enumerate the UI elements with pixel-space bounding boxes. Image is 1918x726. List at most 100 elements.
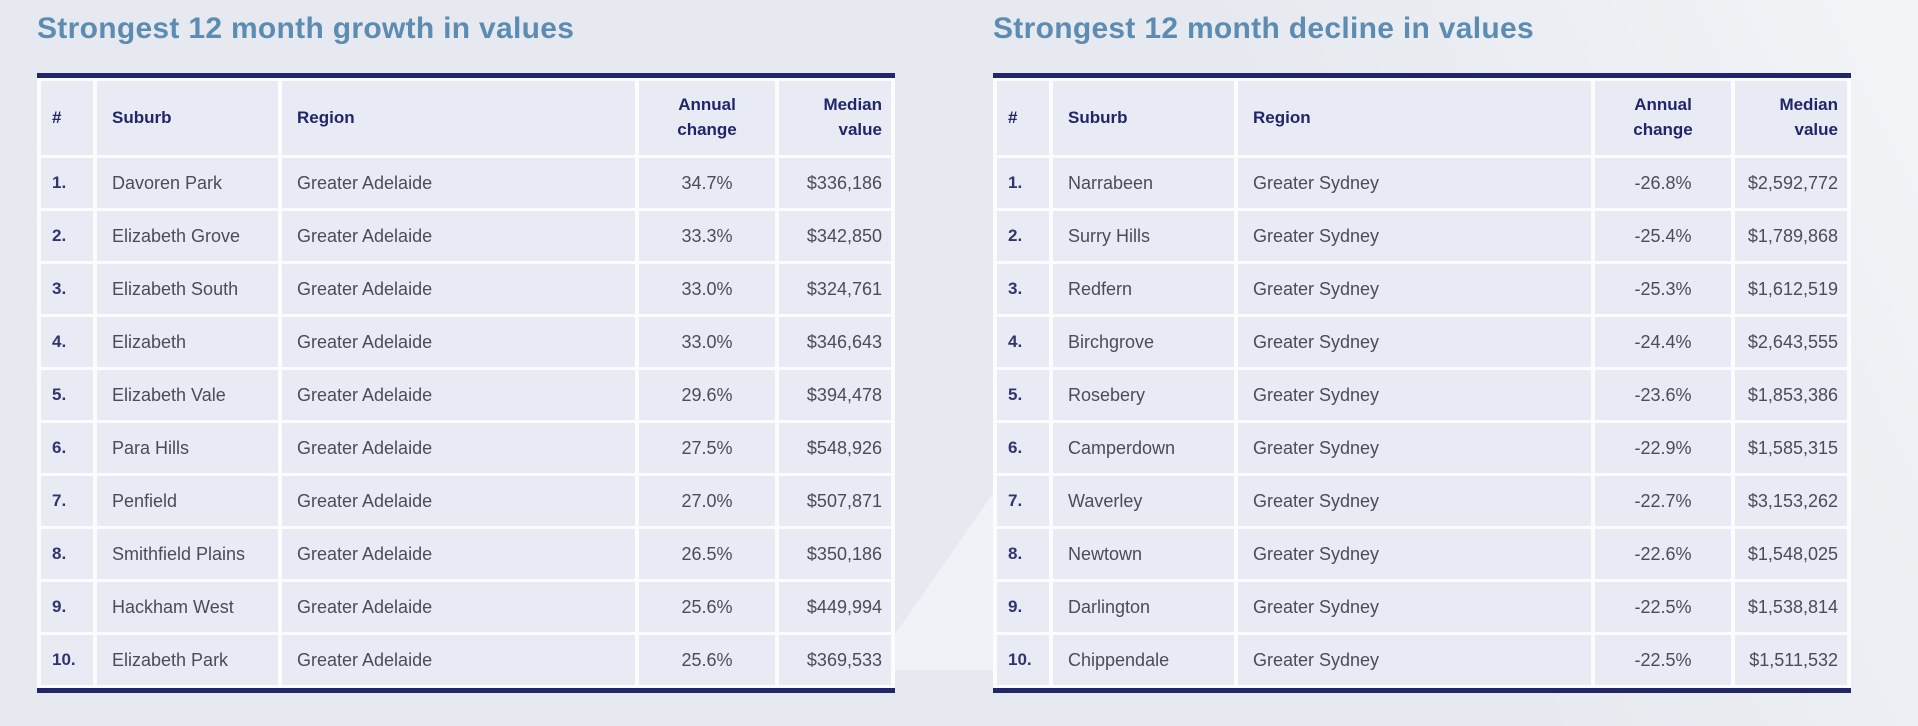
header-row: # Suburb Region Annual change Median val…	[41, 81, 891, 155]
annual-change-cell: -22.9%	[1595, 423, 1731, 473]
table-row: 6. Para Hills Greater Adelaide 27.5% $54…	[41, 423, 891, 473]
table-row: 10. Elizabeth Park Greater Adelaide 25.6…	[41, 635, 891, 685]
rank-cell: 6.	[41, 423, 93, 473]
annual-change-cell: -23.6%	[1595, 370, 1731, 420]
table-row: 4. Elizabeth Greater Adelaide 33.0% $346…	[41, 317, 891, 367]
suburb-cell: Elizabeth Grove	[97, 211, 278, 261]
region-cell: Greater Adelaide	[282, 317, 635, 367]
column-header-median-value: Median value	[1735, 81, 1847, 155]
median-value-cell: $449,994	[779, 582, 891, 632]
column-header-annual-change: Annual change	[639, 81, 775, 155]
rank-cell: 9.	[997, 582, 1049, 632]
annual-change-cell: 27.0%	[639, 476, 775, 526]
annual-change-cell: -25.3%	[1595, 264, 1731, 314]
region-cell: Greater Sydney	[1238, 370, 1591, 420]
table-title: Strongest 12 month decline in values	[993, 12, 1534, 45]
rank-cell: 2.	[41, 211, 93, 261]
region-cell: Greater Adelaide	[282, 476, 635, 526]
suburb-cell: Narrabeen	[1053, 158, 1234, 208]
suburb-cell: Elizabeth Park	[97, 635, 278, 685]
table-row: 8. Smithfield Plains Greater Adelaide 26…	[41, 529, 891, 579]
rank-cell: 9.	[41, 582, 93, 632]
suburb-cell: Waverley	[1053, 476, 1234, 526]
region-cell: Greater Adelaide	[282, 423, 635, 473]
median-value-cell: $1,789,868	[1735, 211, 1847, 261]
suburb-cell: Penfield	[97, 476, 278, 526]
table-row: 10. Chippendale Greater Sydney -22.5% $1…	[997, 635, 1847, 685]
suburb-cell: Elizabeth Vale	[97, 370, 278, 420]
median-value-cell: $2,592,772	[1735, 158, 1847, 208]
column-header-annual-change: Annual change	[1595, 81, 1731, 155]
report-tables-section: Strongest 12 month growth in values # Su…	[37, 8, 1851, 693]
growth-table-frame: # Suburb Region Annual change Median val…	[37, 73, 895, 693]
median-value-cell: $350,186	[779, 529, 891, 579]
table-row: 7. Waverley Greater Sydney -22.7% $3,153…	[997, 476, 1847, 526]
suburb-cell: Davoren Park	[97, 158, 278, 208]
growth-table-header: # Suburb Region Annual change Median val…	[41, 81, 891, 155]
region-cell: Greater Adelaide	[282, 158, 635, 208]
median-value-cell: $1,853,386	[1735, 370, 1847, 420]
annual-change-cell: -26.8%	[1595, 158, 1731, 208]
median-value-cell: $1,585,315	[1735, 423, 1847, 473]
annual-change-cell: 25.6%	[639, 635, 775, 685]
growth-table: # Suburb Region Annual change Median val…	[37, 78, 895, 688]
header-row: # Suburb Region Annual change Median val…	[997, 81, 1847, 155]
table-row: 5. Rosebery Greater Sydney -23.6% $1,853…	[997, 370, 1847, 420]
rank-cell: 7.	[41, 476, 93, 526]
annual-change-cell: 34.7%	[639, 158, 775, 208]
annual-change-cell: 29.6%	[639, 370, 775, 420]
suburb-cell: Para Hills	[97, 423, 278, 473]
suburb-cell: Redfern	[1053, 264, 1234, 314]
annual-change-cell: -22.5%	[1595, 582, 1731, 632]
region-cell: Greater Sydney	[1238, 476, 1591, 526]
rank-cell: 1.	[41, 158, 93, 208]
rank-cell: 3.	[41, 264, 93, 314]
table-row: 5. Elizabeth Vale Greater Adelaide 29.6%…	[41, 370, 891, 420]
median-value-cell: $2,643,555	[1735, 317, 1847, 367]
median-value-cell: $548,926	[779, 423, 891, 473]
table-row: 6. Camperdown Greater Sydney -22.9% $1,5…	[997, 423, 1847, 473]
region-cell: Greater Adelaide	[282, 529, 635, 579]
table-row: 9. Hackham West Greater Adelaide 25.6% $…	[41, 582, 891, 632]
region-cell: Greater Adelaide	[282, 635, 635, 685]
median-value-cell: $1,511,532	[1735, 635, 1847, 685]
table-row: 9. Darlington Greater Sydney -22.5% $1,5…	[997, 582, 1847, 632]
column-header-median-value: Median value	[779, 81, 891, 155]
table-row: 2. Elizabeth Grove Greater Adelaide 33.3…	[41, 211, 891, 261]
annual-change-cell: 27.5%	[639, 423, 775, 473]
annual-change-cell: 25.6%	[639, 582, 775, 632]
annual-change-cell: 33.3%	[639, 211, 775, 261]
median-value-cell: $1,538,814	[1735, 582, 1847, 632]
rank-cell: 1.	[997, 158, 1049, 208]
median-value-cell: $1,612,519	[1735, 264, 1847, 314]
column-header-rank: #	[41, 81, 93, 155]
rank-cell: 5.	[41, 370, 93, 420]
suburb-cell: Rosebery	[1053, 370, 1234, 420]
annual-change-cell: -24.4%	[1595, 317, 1731, 367]
suburb-cell: Surry Hills	[1053, 211, 1234, 261]
suburb-cell: Darlington	[1053, 582, 1234, 632]
rank-cell: 6.	[997, 423, 1049, 473]
rank-cell: 4.	[997, 317, 1049, 367]
rank-cell: 10.	[41, 635, 93, 685]
median-value-cell: $324,761	[779, 264, 891, 314]
column-header-region: Region	[282, 81, 635, 155]
growth-table-body: 1. Davoren Park Greater Adelaide 34.7% $…	[41, 158, 891, 685]
median-value-cell: $394,478	[779, 370, 891, 420]
annual-change-cell: -22.5%	[1595, 635, 1731, 685]
rank-cell: 4.	[41, 317, 93, 367]
median-value-cell: $336,186	[779, 158, 891, 208]
growth-table-section: Strongest 12 month growth in values # Su…	[37, 8, 895, 693]
annual-change-cell: 33.0%	[639, 264, 775, 314]
suburb-cell: Hackham West	[97, 582, 278, 632]
suburb-cell: Smithfield Plains	[97, 529, 278, 579]
region-cell: Greater Adelaide	[282, 211, 635, 261]
annual-change-cell: -22.6%	[1595, 529, 1731, 579]
region-cell: Greater Sydney	[1238, 317, 1591, 367]
column-header-region: Region	[1238, 81, 1591, 155]
rank-cell: 8.	[997, 529, 1049, 579]
table-row: 3. Elizabeth South Greater Adelaide 33.0…	[41, 264, 891, 314]
rank-cell: 8.	[41, 529, 93, 579]
column-header-suburb: Suburb	[1053, 81, 1234, 155]
table-row: 7. Penfield Greater Adelaide 27.0% $507,…	[41, 476, 891, 526]
